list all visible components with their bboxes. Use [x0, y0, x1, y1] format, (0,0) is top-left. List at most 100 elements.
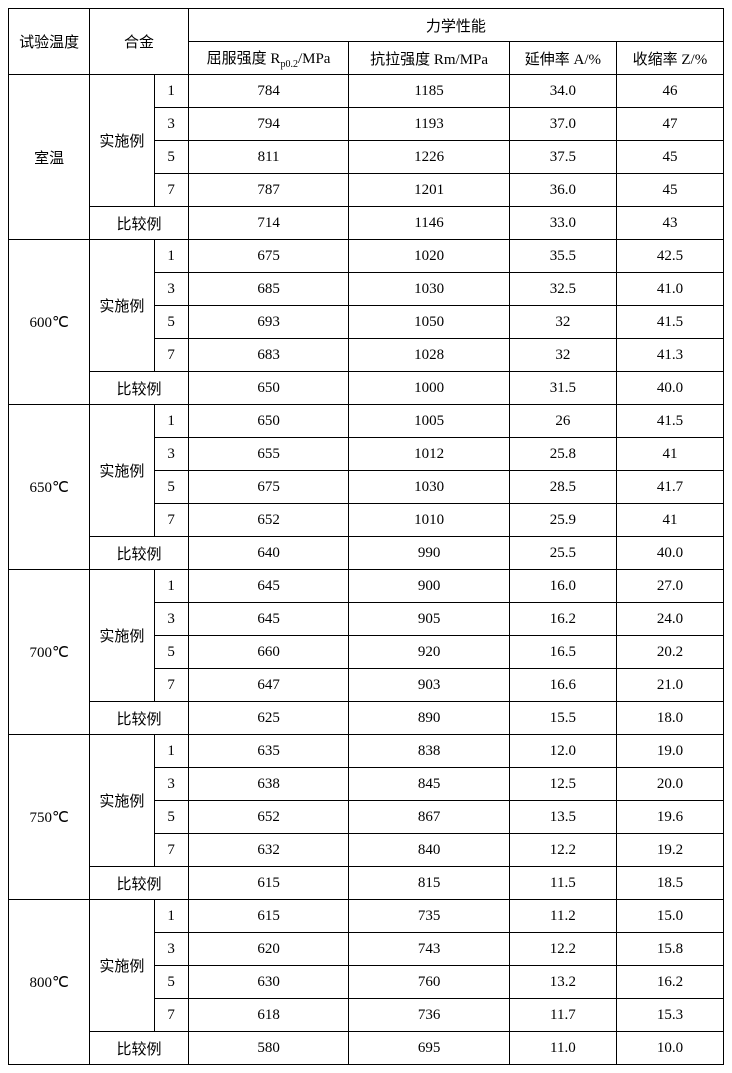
cell-rp: 683 — [188, 339, 349, 372]
table-row-compare: 比较例650100031.540.0 — [9, 372, 724, 405]
cell-a: 26 — [509, 405, 616, 438]
cell-index: 5 — [154, 636, 188, 669]
table-row: 700℃实施例164590016.027.0 — [9, 570, 724, 603]
cell-z: 19.2 — [616, 834, 723, 867]
cell-rm: 1146 — [349, 207, 510, 240]
cell-a: 12.5 — [509, 768, 616, 801]
cell-index: 5 — [154, 966, 188, 999]
cell-z: 15.3 — [616, 999, 723, 1032]
cell-example-label: 实施例 — [90, 75, 154, 207]
cell-rm: 1030 — [349, 273, 510, 306]
cell-rm: 1030 — [349, 471, 510, 504]
cell-rm: 900 — [349, 570, 510, 603]
cell-rm: 838 — [349, 735, 510, 768]
header-alloy: 合金 — [90, 9, 188, 75]
cell-rp: 618 — [188, 999, 349, 1032]
cell-z: 47 — [616, 108, 723, 141]
cell-rm: 990 — [349, 537, 510, 570]
cell-rm: 903 — [349, 669, 510, 702]
cell-z: 40.0 — [616, 537, 723, 570]
cell-index: 5 — [154, 801, 188, 834]
header-rp-text: 屈服强度 R — [207, 51, 281, 67]
cell-rp: 660 — [188, 636, 349, 669]
table-row-compare: 比较例64099025.540.0 — [9, 537, 724, 570]
cell-z: 15.8 — [616, 933, 723, 966]
cell-a: 11.0 — [509, 1032, 616, 1065]
cell-a: 25.8 — [509, 438, 616, 471]
cell-rp: 615 — [188, 867, 349, 900]
cell-rp: 650 — [188, 372, 349, 405]
cell-rm: 1201 — [349, 174, 510, 207]
cell-index: 3 — [154, 273, 188, 306]
header-rp: 屈服强度 Rp0.2/MPa — [188, 42, 349, 75]
cell-a: 32.5 — [509, 273, 616, 306]
cell-rm: 815 — [349, 867, 510, 900]
cell-index: 1 — [154, 75, 188, 108]
cell-z: 45 — [616, 174, 723, 207]
cell-z: 41.7 — [616, 471, 723, 504]
cell-a: 37.5 — [509, 141, 616, 174]
cell-a: 34.0 — [509, 75, 616, 108]
cell-index: 7 — [154, 174, 188, 207]
cell-temp: 650℃ — [9, 405, 90, 570]
cell-rm: 695 — [349, 1032, 510, 1065]
cell-z: 45 — [616, 141, 723, 174]
table-row: 650℃实施例165010052641.5 — [9, 405, 724, 438]
cell-rm: 1012 — [349, 438, 510, 471]
cell-rm: 1028 — [349, 339, 510, 372]
cell-rm: 760 — [349, 966, 510, 999]
cell-rp: 685 — [188, 273, 349, 306]
cell-index: 5 — [154, 141, 188, 174]
cell-z: 18.5 — [616, 867, 723, 900]
cell-a: 11.2 — [509, 900, 616, 933]
cell-z: 46 — [616, 75, 723, 108]
cell-rm: 845 — [349, 768, 510, 801]
cell-rp: 640 — [188, 537, 349, 570]
cell-a: 13.5 — [509, 801, 616, 834]
cell-z: 20.2 — [616, 636, 723, 669]
cell-a: 16.2 — [509, 603, 616, 636]
cell-rp: 652 — [188, 801, 349, 834]
cell-rp: 632 — [188, 834, 349, 867]
cell-z: 24.0 — [616, 603, 723, 636]
header-a: 延伸率 A/% — [509, 42, 616, 75]
cell-rm: 905 — [349, 603, 510, 636]
cell-rm: 1000 — [349, 372, 510, 405]
cell-temp: 600℃ — [9, 240, 90, 405]
cell-z: 10.0 — [616, 1032, 723, 1065]
cell-rm: 1005 — [349, 405, 510, 438]
cell-z: 41.0 — [616, 273, 723, 306]
cell-a: 25.9 — [509, 504, 616, 537]
header-rp-unit: /MPa — [298, 51, 331, 67]
cell-index: 7 — [154, 339, 188, 372]
cell-rp: 630 — [188, 966, 349, 999]
cell-index: 3 — [154, 603, 188, 636]
cell-rp: 647 — [188, 669, 349, 702]
cell-a: 32 — [509, 339, 616, 372]
cell-index: 3 — [154, 108, 188, 141]
cell-rp: 620 — [188, 933, 349, 966]
table-row-compare: 比较例714114633.043 — [9, 207, 724, 240]
table-row-compare: 比较例61581511.518.5 — [9, 867, 724, 900]
cell-rp: 675 — [188, 471, 349, 504]
cell-rp: 714 — [188, 207, 349, 240]
cell-rm: 920 — [349, 636, 510, 669]
cell-index: 1 — [154, 735, 188, 768]
cell-rm: 1185 — [349, 75, 510, 108]
cell-z: 41.5 — [616, 405, 723, 438]
cell-example-label: 实施例 — [90, 735, 154, 867]
cell-a: 16.6 — [509, 669, 616, 702]
cell-a: 13.2 — [509, 966, 616, 999]
cell-z: 21.0 — [616, 669, 723, 702]
cell-compare-label: 比较例 — [90, 537, 188, 570]
cell-rp: 794 — [188, 108, 349, 141]
cell-a: 33.0 — [509, 207, 616, 240]
cell-z: 19.0 — [616, 735, 723, 768]
cell-index: 1 — [154, 405, 188, 438]
cell-z: 41.3 — [616, 339, 723, 372]
cell-rp: 655 — [188, 438, 349, 471]
table-row: 室温实施例1784118534.046 — [9, 75, 724, 108]
cell-a: 37.0 — [509, 108, 616, 141]
cell-z: 27.0 — [616, 570, 723, 603]
cell-z: 19.6 — [616, 801, 723, 834]
